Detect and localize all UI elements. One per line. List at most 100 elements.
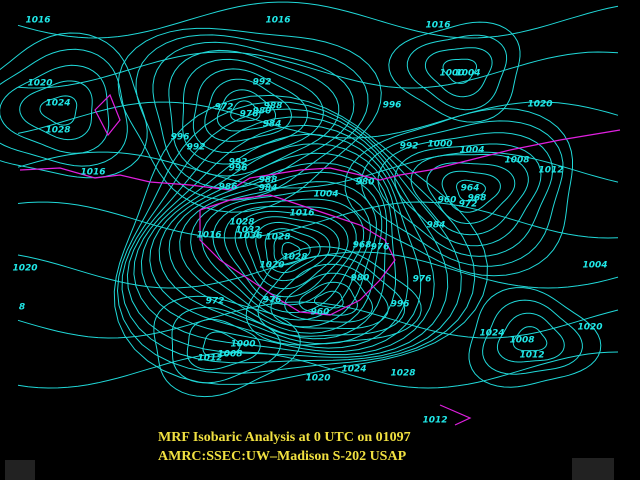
contour-label: 976 [413, 275, 432, 285]
isobar [245, 246, 422, 346]
isobar [264, 228, 321, 274]
isobar [126, 116, 449, 358]
contour-label: 1000 [230, 340, 255, 350]
contour-label: 976 [371, 243, 390, 253]
isobar [168, 49, 340, 177]
isobar [388, 21, 521, 123]
contour-label: 972 [459, 200, 478, 210]
isobar [298, 281, 358, 316]
contour-label: 984 [259, 184, 278, 194]
contour-label: 996 [171, 133, 190, 143]
isobar [121, 108, 462, 364]
contour-label: 984 [427, 221, 446, 231]
contour-label: 1028 [282, 253, 307, 263]
isobar [257, 254, 406, 337]
isobar [212, 198, 365, 314]
contour-label: 1016 [80, 168, 105, 178]
contour-label: 976 [240, 110, 259, 120]
isobar [116, 101, 476, 374]
contour-label: 996 [229, 164, 248, 174]
isobar [0, 32, 148, 179]
isobar [17, 201, 619, 239]
isobar [158, 152, 396, 345]
isobar [482, 299, 583, 375]
contour-label: 960 [311, 308, 330, 318]
contour-label: 988 [259, 176, 278, 186]
isobar [17, 51, 619, 89]
isobar [424, 47, 493, 98]
contour-label: 1000 [439, 69, 464, 79]
contour-label: 976 [263, 296, 282, 306]
isobar [255, 221, 331, 282]
contour-label: 1016 [289, 209, 314, 219]
contour-label: 1004 [459, 146, 484, 156]
contour-label: 1036 [237, 232, 262, 242]
isobar [281, 241, 301, 258]
contour-label: 980 [253, 107, 272, 117]
contour-label: 1020 [12, 264, 37, 274]
isobar [186, 318, 261, 371]
contour-label: 968 [468, 194, 487, 204]
contour-label: 1028 [229, 218, 254, 228]
isobar [192, 68, 308, 154]
contour-label: 1024 [341, 365, 366, 375]
isobar [140, 133, 422, 353]
isobar [230, 100, 261, 122]
isobar [133, 124, 435, 356]
isobar [168, 162, 388, 340]
coastlines [19, 93, 621, 426]
coastline [94, 93, 121, 137]
isobar [17, 301, 619, 339]
contour-label: 1028 [45, 126, 70, 136]
contour-label: 996 [383, 101, 402, 111]
contour-label: 986 [219, 183, 238, 193]
contour-label: 1028 [390, 369, 415, 379]
isobar [152, 41, 355, 189]
contour-label: 1000 [427, 140, 452, 150]
contour-label: 1020 [577, 323, 602, 333]
isobar [512, 326, 548, 352]
isobar [179, 171, 383, 334]
isobar [394, 143, 542, 247]
isobar [223, 205, 357, 306]
isobar [0, 64, 110, 154]
isobar [171, 307, 281, 384]
contour-label: 960 [438, 196, 457, 206]
contour-label: 992 [253, 78, 272, 88]
contour-label: 968 [353, 241, 372, 251]
contour-label: 1012 [538, 166, 563, 176]
contour-label: 1008 [217, 350, 242, 360]
contour-label: 1024 [479, 329, 504, 339]
isobar [0, 48, 128, 167]
contour-label: 1012 [422, 416, 447, 426]
contour-label: 988 [264, 102, 283, 112]
isobar [17, 1, 619, 39]
contour-label: 1008 [504, 156, 529, 166]
isobar [360, 120, 564, 267]
contour-label: 1032 [235, 226, 260, 236]
contour-label: 1016 [196, 231, 221, 241]
isobar [190, 181, 377, 328]
isobar [17, 151, 619, 189]
isobar [410, 153, 529, 236]
contour-label: 964 [461, 184, 480, 194]
contour-label: 992 [187, 143, 206, 153]
isobar [245, 216, 340, 290]
isobar [313, 290, 344, 309]
isobar [468, 287, 602, 388]
contour-label: 992 [229, 158, 248, 168]
contour-label: 980 [351, 274, 370, 284]
contour-label: 1028 [265, 233, 290, 243]
contour-label: 972 [206, 297, 225, 307]
contour-label: 1020 [259, 261, 284, 271]
isobar [377, 132, 554, 257]
contour-label: 992 [400, 142, 419, 152]
isobar [234, 210, 349, 298]
footer-line: AMRC:SSEC:UW–Madison S-202 USAP [158, 449, 407, 464]
contour-label: 1020 [527, 100, 552, 110]
contour-label: 1012 [197, 354, 222, 364]
isobar [39, 95, 78, 126]
contour-label: 984 [263, 120, 282, 130]
footer-line: MRF Isobaric Analysis at 0 UTC on 01097 [158, 430, 411, 445]
